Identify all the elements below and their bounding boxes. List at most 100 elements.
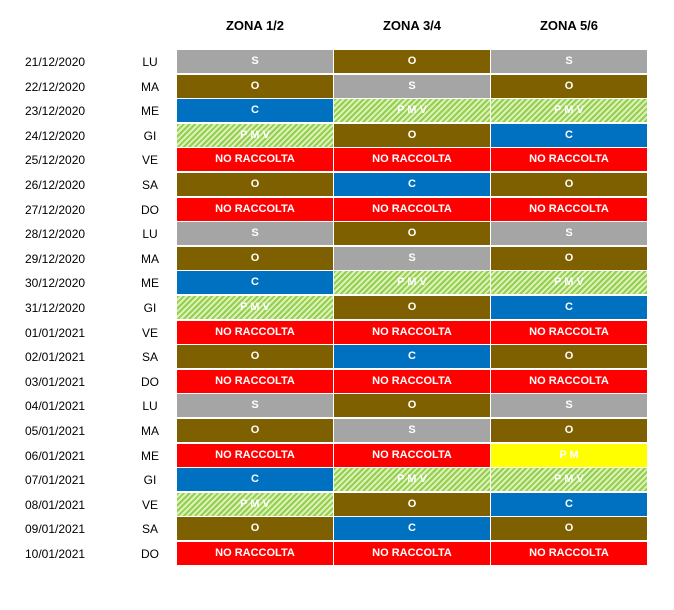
- zone-2-cell: S: [334, 246, 490, 270]
- zone-3-cell: S: [491, 222, 647, 246]
- zone-2-cell: NO RACCOLTA: [334, 443, 490, 467]
- zone-3-cell: NO RACCOLTA: [491, 320, 647, 344]
- weekday-cell: MA: [141, 424, 159, 438]
- zone-1-cell: NO RACCOLTA: [177, 320, 333, 344]
- date-cell: 10/01/2021: [25, 547, 86, 561]
- zone-header-1: ZONA 1/2: [225, 18, 285, 33]
- date-cell: 26/12/2020: [25, 178, 86, 192]
- zone-1-cell: S: [177, 222, 333, 246]
- date-cell: 04/01/2021: [25, 399, 86, 414]
- date-cell: 22/12/2020: [25, 79, 86, 94]
- date-cell: 03/01/2021: [25, 374, 86, 389]
- zone-3-cell: C: [491, 492, 647, 516]
- weekday-cell: MA: [141, 251, 159, 266]
- date-cell: 28/12/2020: [25, 227, 86, 242]
- zone-2-cell: P M V: [334, 468, 490, 492]
- weekday-cell: GI: [143, 128, 157, 143]
- date-cell: 01/01/2021: [25, 325, 86, 340]
- table-row: 29/12/2020 MA O S O: [0, 246, 674, 271]
- zone-3-cell: P M V: [491, 468, 647, 492]
- zone-2-cell: P M V: [334, 99, 490, 123]
- date-cell: 27/12/2020: [25, 202, 86, 217]
- zone-2-cell: O: [334, 222, 490, 246]
- table-row: 22/12/2020 MA O S O: [0, 74, 674, 99]
- zone-3-cell: NO RACCOLTA: [491, 369, 647, 393]
- zone-1-cell: C: [177, 271, 333, 295]
- zone-1-cell: S: [177, 394, 333, 418]
- zone-3-cell: S: [491, 50, 647, 73]
- zone-1-cell: P M V: [177, 123, 333, 147]
- zone-header-3: ZONA 5/6: [539, 18, 599, 33]
- zone-1-cell: NO RACCOLTA: [177, 197, 333, 221]
- zone-2-cell: P M V: [334, 271, 490, 295]
- zone-2-cell: O: [334, 296, 490, 319]
- zone-3-cell: P M V: [491, 99, 647, 123]
- zone-1-cell: O: [177, 517, 333, 541]
- weekday-cell: LU: [142, 55, 158, 69]
- zone-2-cell: NO RACCOLTA: [334, 148, 490, 172]
- table-row: 25/12/2020 VE NO RACCOLTA NO RACCOLTA NO RAC…: [0, 148, 674, 172]
- zone-3-cell: NO RACCOLTA: [491, 148, 647, 172]
- zone-1-cell: O: [177, 419, 333, 442]
- table-row: 02/01/2021 SA O C O: [0, 345, 674, 369]
- table-row: 21/12/2020 LU S O S: [0, 50, 674, 74]
- date-cell: 07/01/2021: [25, 473, 86, 488]
- zone-3-cell: NO RACCOLTA: [491, 197, 647, 221]
- zone-3-cell: O: [491, 517, 647, 541]
- zone-3-cell: O: [491, 173, 647, 196]
- zone-3-cell: P M: [491, 443, 647, 467]
- zone-3-cell: O: [491, 345, 647, 369]
- weekday-cell: DO: [141, 547, 159, 561]
- zone-2-cell: NO RACCOLTA: [334, 542, 490, 565]
- date-cell: 05/01/2021: [25, 424, 86, 438]
- table-row: 28/12/2020 LU S O S: [0, 222, 674, 246]
- zone-1-cell: C: [177, 99, 333, 123]
- table-row: 26/12/2020 SA O C O: [0, 173, 674, 197]
- date-cell: 24/12/2020: [25, 128, 86, 143]
- weekday-cell: LU: [142, 399, 158, 414]
- zone-1-cell: C: [177, 468, 333, 492]
- weekday-cell: MA: [141, 79, 159, 94]
- date-cell: 25/12/2020: [25, 153, 86, 168]
- date-cell: 09/01/2021: [25, 522, 86, 537]
- date-cell: 06/01/2021: [25, 448, 86, 463]
- weekday-cell: SA: [141, 350, 158, 365]
- zone-1-cell: O: [177, 74, 333, 98]
- weekday-cell: VE: [141, 497, 158, 512]
- zone-1-cell: P M V: [177, 296, 333, 319]
- table-row: 10/01/2021 DO NO RACCOLTA NO RACCOLTA NO RAC…: [0, 542, 674, 566]
- weekday-cell: SA: [141, 178, 158, 192]
- zone-1-cell: NO RACCOLTA: [177, 542, 333, 565]
- date-cell: 31/12/2020: [25, 301, 86, 315]
- zone-1-cell: P M V: [177, 492, 333, 516]
- zone-3-cell: O: [491, 74, 647, 98]
- zone-2-cell: NO RACCOLTA: [334, 197, 490, 221]
- table-row: 05/01/2021 MA O S O: [0, 419, 674, 443]
- table-row: 06/01/2021 ME NO RACCOLTA NO RACCOLTA P M: [0, 443, 674, 468]
- zone-1-cell: NO RACCOLTA: [177, 148, 333, 172]
- date-cell: 02/01/2021: [25, 350, 86, 365]
- table-row: 03/01/2021 DO NO RACCOLTA NO RACCOLTA NO RAC…: [0, 369, 674, 394]
- zone-1-cell: S: [177, 50, 333, 73]
- zone-2-cell: O: [334, 492, 490, 516]
- zone-3-cell: NO RACCOLTA: [491, 542, 647, 565]
- weekday-cell: SA: [141, 522, 158, 537]
- table-row: 27/12/2020 DO NO RACCOLTA NO RACCOLTA NO RAC…: [0, 197, 674, 222]
- date-cell: 08/01/2021: [25, 497, 86, 512]
- table-row: 09/01/2021 SA O C O: [0, 517, 674, 541]
- weekday-cell: ME: [141, 104, 159, 119]
- date-cell: 23/12/2020: [25, 104, 86, 119]
- zone-header-2: ZONA 3/4: [382, 18, 442, 33]
- zone-2-cell: C: [334, 173, 490, 196]
- zone-2-cell: O: [334, 50, 490, 73]
- zone-3-cell: P M V: [491, 271, 647, 295]
- zone-3-cell: S: [491, 394, 647, 418]
- zone-3-cell: C: [491, 123, 647, 147]
- zone-2-cell: O: [334, 123, 490, 147]
- zone-2-cell: NO RACCOLTA: [334, 320, 490, 344]
- zone-2-cell: S: [334, 74, 490, 98]
- weekday-cell: VE: [141, 153, 158, 168]
